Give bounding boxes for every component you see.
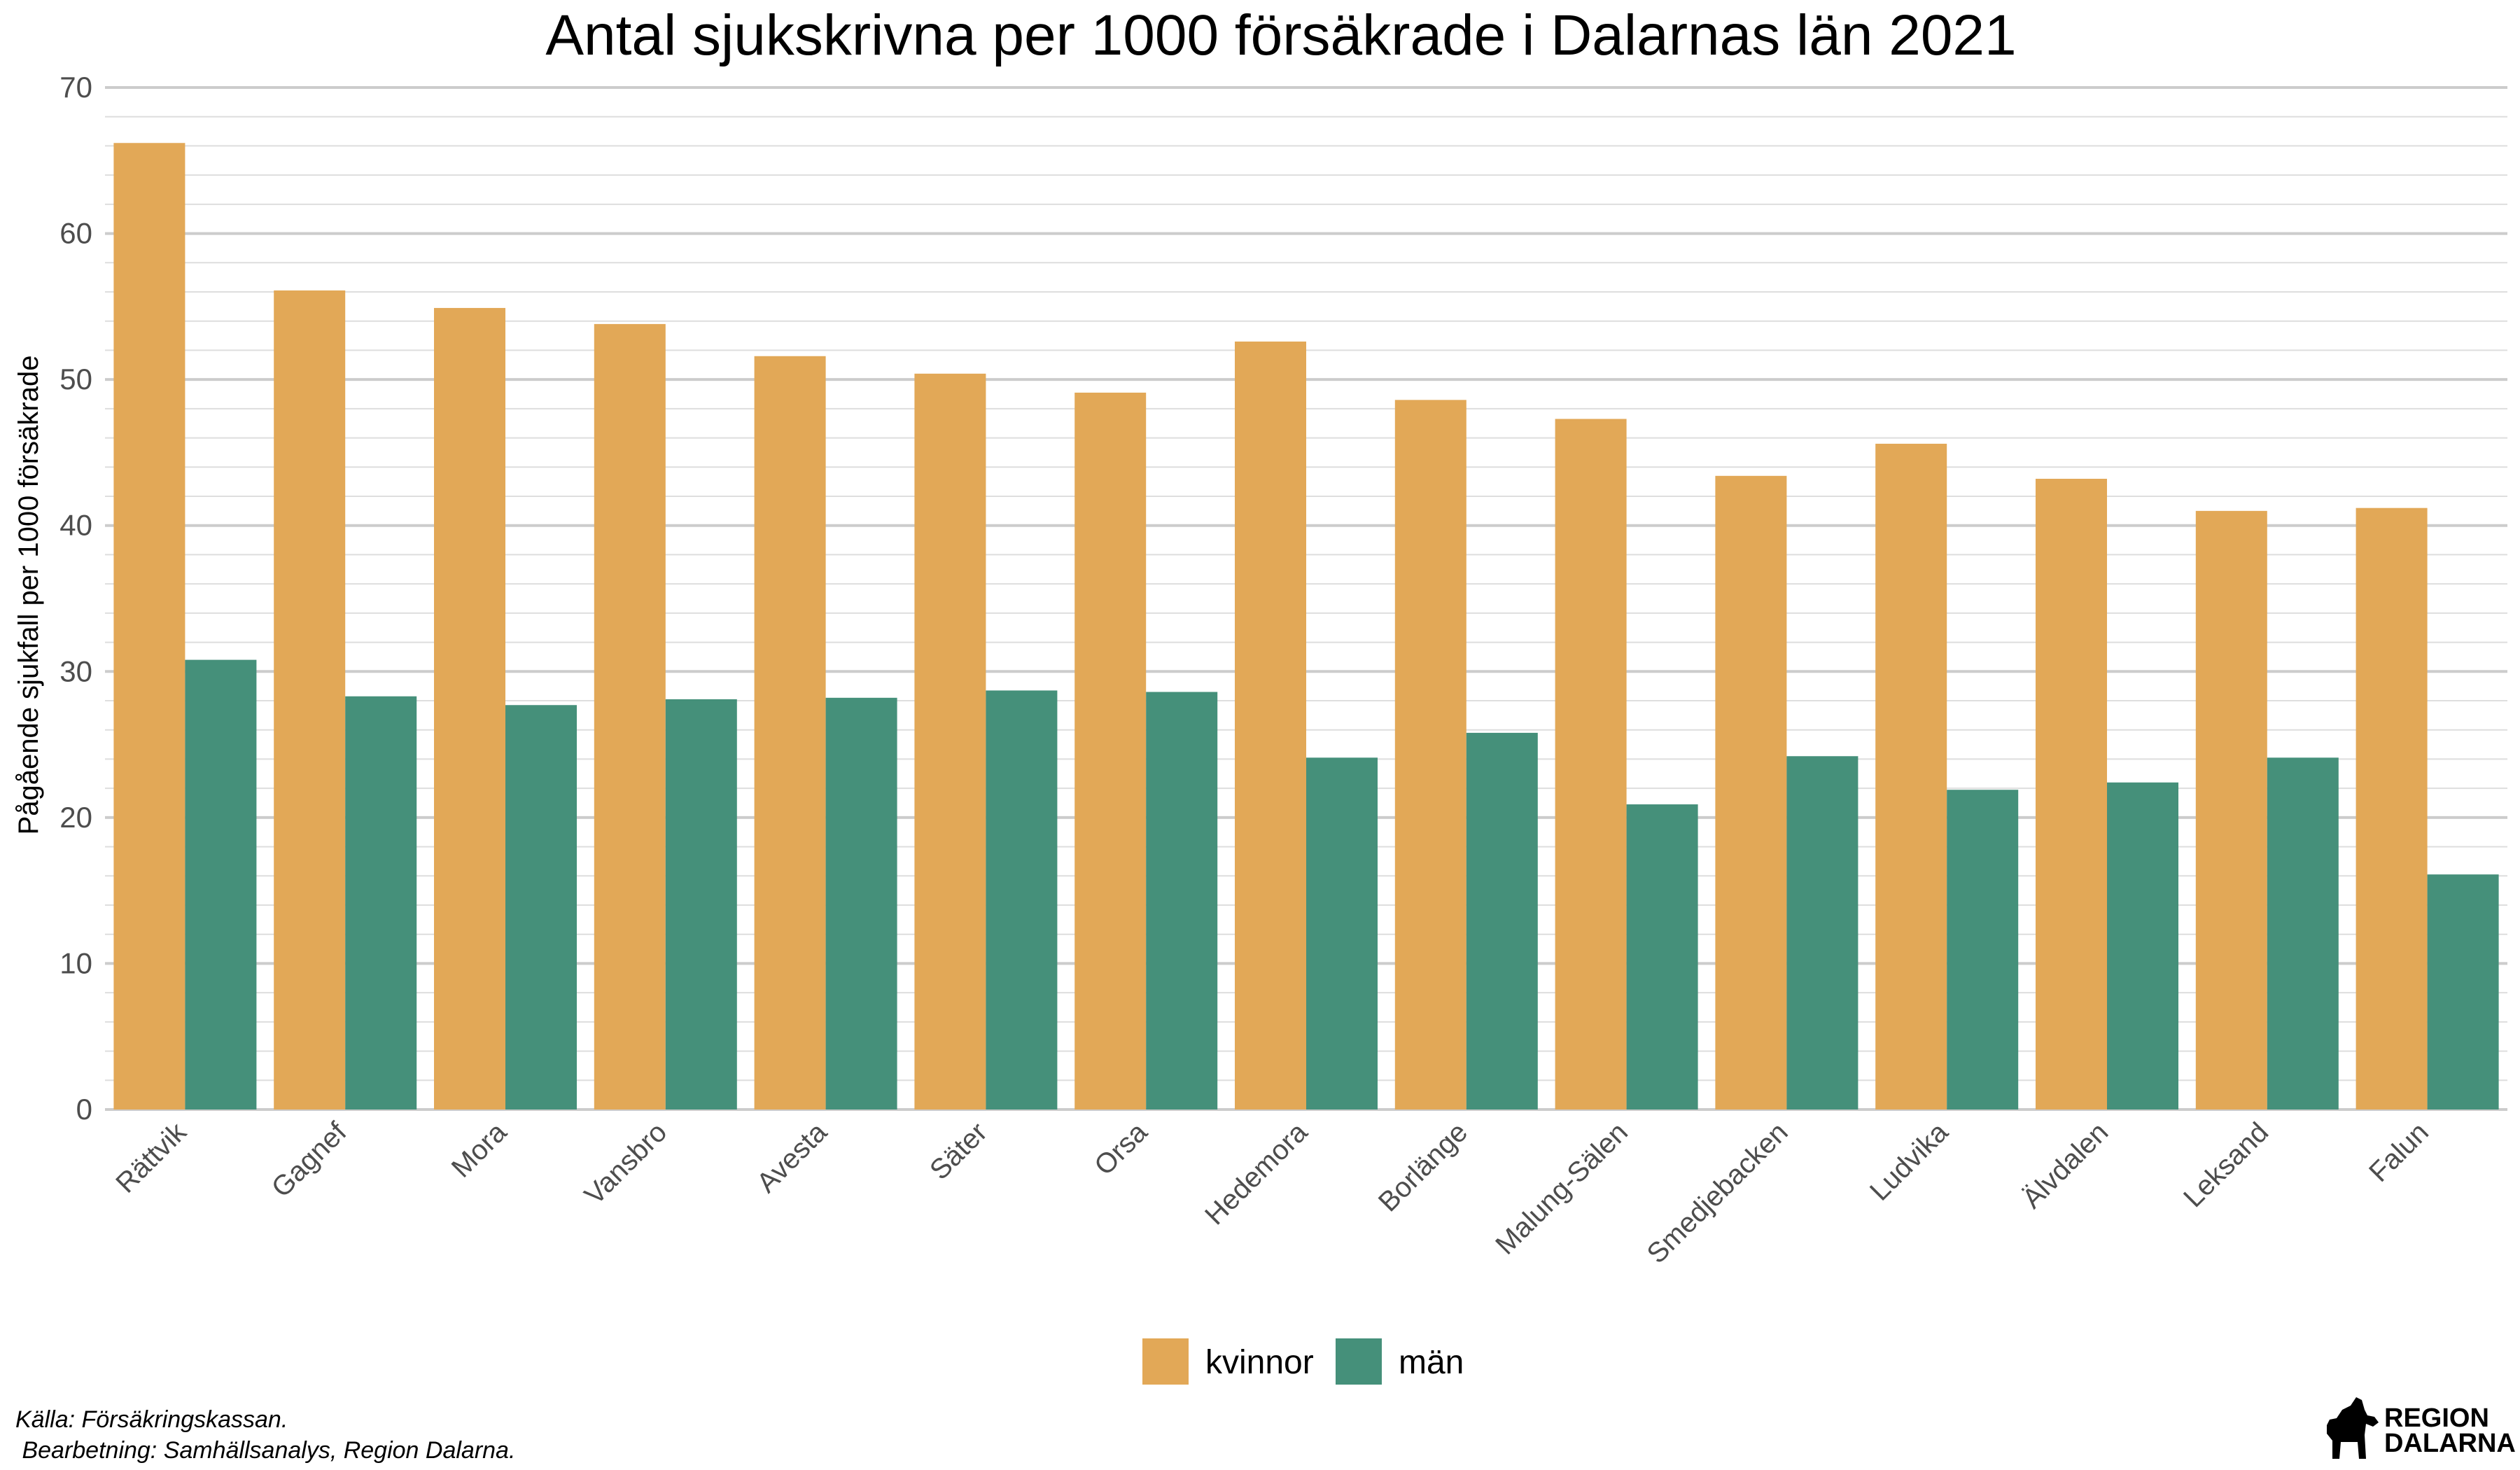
x-tick-label: Mora xyxy=(446,1116,513,1184)
bar-män-Ludvika xyxy=(1947,790,2019,1110)
bar-kvinnor-Ludvika xyxy=(1875,443,1947,1110)
y-tick-label: 60 xyxy=(59,217,92,250)
y-tick-label: 50 xyxy=(59,363,92,396)
y-tick-label: 70 xyxy=(59,71,92,104)
x-tick-label: Hedemora xyxy=(1199,1116,1314,1231)
bar-kvinnor-Malung-Sälen xyxy=(1555,419,1627,1110)
region-dalarna-logo: REGION DALARNA xyxy=(2323,1392,2516,1462)
x-tick-label: Falun xyxy=(2363,1116,2435,1188)
chart-title: Antal sjukskrivna per 1000 försäkrade i … xyxy=(545,4,2016,67)
bar-kvinnor-Vansbro xyxy=(594,323,666,1110)
bar-kvinnor-Leksand xyxy=(2195,510,2267,1110)
y-tick-label: 0 xyxy=(76,1093,92,1126)
bar-kvinnor-Säter xyxy=(914,373,986,1110)
y-tick-label: 10 xyxy=(59,946,92,979)
bar-män-Orsa xyxy=(1146,692,1218,1110)
bar-kvinnor-Orsa xyxy=(1074,392,1147,1110)
caption-source: Källa: Försäkringskassan. xyxy=(15,1406,288,1433)
bar-män-Malung-Sälen xyxy=(1626,804,1698,1110)
x-tick-label: Smedjebacken xyxy=(1642,1116,1794,1269)
x-tick-label: Rättvik xyxy=(110,1116,192,1199)
caption-processing: Bearbetning: Samhällsanalys, Region Dala… xyxy=(15,1437,516,1464)
bar-män-Hedemora xyxy=(1306,757,1378,1110)
legend: kvinnor män xyxy=(1142,1338,1464,1385)
bar-kvinnor-Smedjebacken xyxy=(1715,475,1787,1110)
x-tick-label: Borlänge xyxy=(1373,1116,1474,1217)
bar-män-Säter xyxy=(986,690,1058,1110)
bar-män-Rättvik xyxy=(185,659,257,1110)
x-axis-ticks: Rättvik Gagnef Mora Vansbro Avesta Säter Orsa H… xyxy=(110,1116,2435,1270)
x-tick-label: Gagnef xyxy=(266,1116,354,1204)
x-tick-label: Säter xyxy=(924,1116,993,1186)
bar-kvinnor-Falun xyxy=(2356,507,2428,1110)
bar-kvinnor-Älvdalen xyxy=(2036,478,2107,1110)
x-tick-label: Avesta xyxy=(751,1116,834,1199)
logo-line2: DALARNA xyxy=(2384,1429,2516,1458)
bar-män-Älvdalen xyxy=(2107,782,2178,1110)
x-tick-label: Leksand xyxy=(2178,1116,2274,1213)
x-tick-label: Älvdalen xyxy=(2017,1116,2115,1214)
bar-män-Falun xyxy=(2427,874,2499,1110)
x-tick-label: Malung-Sälen xyxy=(1490,1116,1634,1261)
bar-kvinnor-Avesta xyxy=(754,356,826,1110)
bar-kvinnor-Borlänge xyxy=(1394,400,1466,1110)
bar-kvinnor-Gagnef xyxy=(274,290,346,1110)
logo-line1: REGION xyxy=(2384,1404,2489,1433)
y-axis-ticks: 0 10 20 30 40 50 60 70 xyxy=(59,71,92,1126)
bar-män-Avesta xyxy=(825,697,897,1110)
bars xyxy=(113,143,2499,1110)
x-tick-label: Vansbro xyxy=(579,1116,673,1210)
y-tick-label: 20 xyxy=(59,801,92,834)
legend-label-kvinnor: kvinnor xyxy=(1205,1344,1314,1381)
legend-swatch-kvinnor xyxy=(1142,1338,1189,1385)
bar-kvinnor-Hedemora xyxy=(1235,341,1306,1110)
bar-män-Borlänge xyxy=(1466,732,1538,1110)
bar-kvinnor-Rättvik xyxy=(113,143,186,1110)
bar-män-Gagnef xyxy=(345,696,417,1110)
x-tick-label: Orsa xyxy=(1088,1116,1154,1182)
caption: Källa: Försäkringskassan. Bearbetning: S… xyxy=(15,1404,515,1466)
y-axis-label: Pågående sjukfall per 1000 försäkrade xyxy=(13,356,44,835)
bar-kvinnor-Mora xyxy=(434,307,505,1110)
legend-swatch-män xyxy=(1336,1338,1382,1385)
bar-män-Vansbro xyxy=(665,699,737,1110)
y-tick-label: 30 xyxy=(59,654,92,687)
y-tick-label: 40 xyxy=(59,509,92,542)
x-tick-label: Ludvika xyxy=(1864,1116,1954,1207)
bar-män-Smedjebacken xyxy=(1786,756,1858,1110)
legend-label-män: män xyxy=(1399,1344,1464,1381)
dala-horse-icon xyxy=(2327,1397,2379,1459)
bar-män-Leksand xyxy=(2267,757,2339,1110)
bar-män-Mora xyxy=(505,705,577,1110)
